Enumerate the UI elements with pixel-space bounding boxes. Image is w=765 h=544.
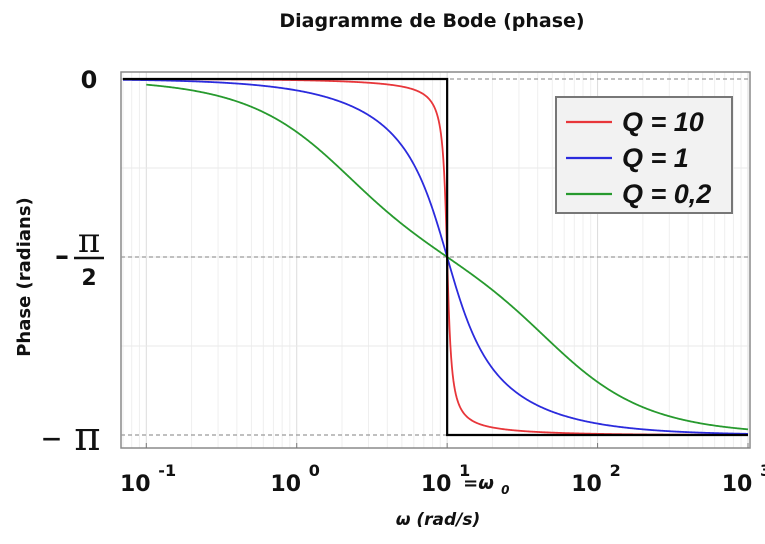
y-axis-label: Phase (radians) xyxy=(14,197,35,357)
x-tick-label: 10 xyxy=(120,472,151,497)
x-tick-label: 10 xyxy=(571,472,602,497)
omega0-subscript: 0 xyxy=(501,483,509,497)
x-tick-label: 10 xyxy=(421,472,452,497)
y-tick-label-0: 0 xyxy=(81,66,98,94)
legend: Q = 10 Q = 1 Q = 0,2 xyxy=(555,96,733,214)
y-tick-label-minus-pi: – π xyxy=(41,414,100,460)
plot-area xyxy=(120,71,751,449)
x-tick-label: 10 xyxy=(270,472,301,497)
omega0-label: =ω xyxy=(463,473,494,494)
x-tick-exponent: -1 xyxy=(158,461,176,480)
series-line-1 xyxy=(122,78,749,435)
chart-title: Diagramme de Bode (phase) xyxy=(279,10,584,32)
x-tick-label: 10 xyxy=(722,472,753,497)
x-tick-labels: 10 -1 10 0 10 1 10 2 10 3 =ω 0 xyxy=(120,443,765,497)
x-tick-exponent: 1 xyxy=(459,461,470,480)
series-group xyxy=(122,77,749,437)
plot-frame xyxy=(120,71,751,449)
legend-label: Q = 1 xyxy=(622,143,689,173)
y-tick-denominator: 2 xyxy=(81,266,96,291)
x-tick-exponent: 3 xyxy=(760,461,765,480)
legend-label: Q = 10 xyxy=(622,107,704,137)
x-tick-exponent: 2 xyxy=(610,461,621,480)
legend-label: Q = 0,2 xyxy=(622,179,711,209)
x-axis-label: ω (rad/s) xyxy=(396,510,481,530)
asymptote-line xyxy=(123,77,748,437)
y-tick-pi: π xyxy=(78,221,100,261)
x-tick-exponent: 0 xyxy=(309,461,320,480)
y-tick-minus: – xyxy=(55,239,69,272)
y-tick-labels: 0 – π 2 – π xyxy=(41,66,104,460)
